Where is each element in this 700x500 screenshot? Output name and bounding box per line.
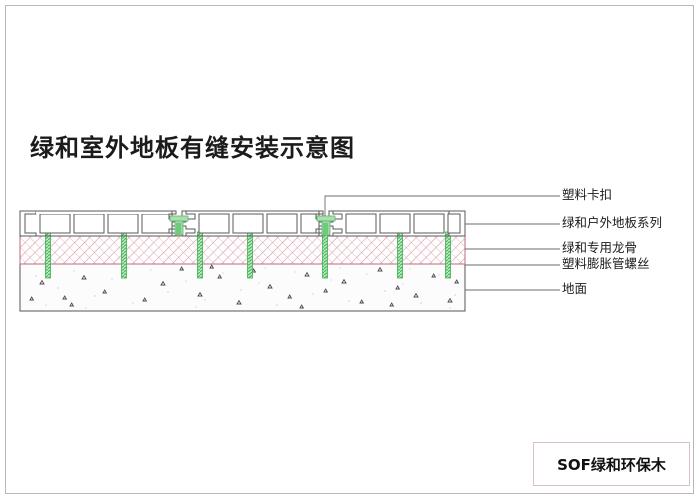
callout-label-joist: 绿和专用龙骨 — [562, 240, 638, 255]
expansion-screws — [45, 231, 451, 279]
joist-layer — [19, 235, 466, 265]
callout-label-plastic-clip: 塑料卡扣 — [562, 187, 613, 202]
callout-label-ground: 地面 — [562, 281, 588, 296]
callout-label-outdoor-decking: 绿和户外地板系列 — [562, 215, 663, 230]
logo-box: SOF绿和环保木 — [533, 442, 690, 486]
page-title: 绿和室外地板有缝安装示意图 — [30, 134, 355, 162]
callout-label-expansion-screw: 塑料膨胀管螺丝 — [562, 256, 650, 271]
logo-text: SOF绿和环保木 — [557, 455, 666, 474]
plastic-clips — [169, 215, 336, 236]
leader-lines — [324, 195, 560, 291]
